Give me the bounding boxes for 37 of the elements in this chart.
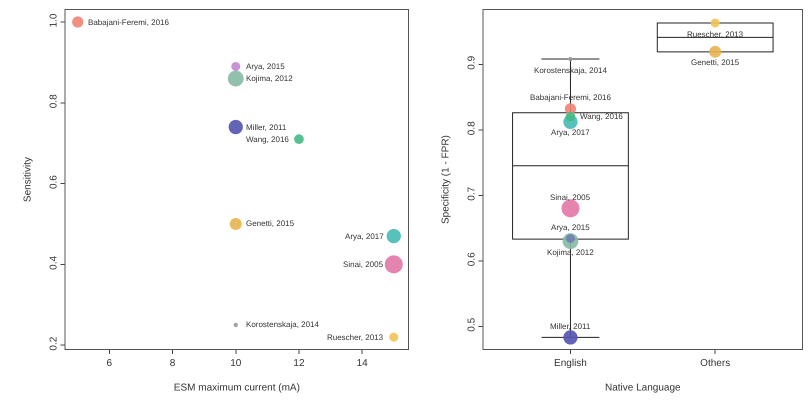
annotation: Babajani-Feremi, 2016: [88, 18, 170, 27]
annotation: Genetti, 2015: [691, 58, 740, 67]
y-tick-label: 0.6: [48, 174, 60, 190]
x-axis-title: ESM maximum current (mA): [174, 382, 300, 394]
annotation: Sinai, 2005: [550, 193, 591, 202]
y-tick-label: 0.7: [466, 186, 478, 201]
y-tick-label: 1.0: [48, 13, 60, 28]
x-tick-label: 10: [230, 358, 242, 370]
x-axis-title: Native Language: [605, 382, 682, 394]
y-tick-label: 0.8: [48, 94, 60, 108]
y-tick-label: 0.4: [48, 255, 60, 270]
annotation: Arya, 2017: [551, 128, 590, 137]
x-tick-label: English: [554, 358, 587, 370]
y-tick-label: 0.9: [466, 55, 478, 70]
annotation: Wang, 2016: [580, 112, 624, 121]
annotation: Genetti, 2015: [246, 219, 295, 228]
y-tick-label: 0.2: [48, 336, 60, 351]
y-axis-title: Sensitivity: [22, 157, 34, 202]
annotation: Ruescher, 2013: [687, 30, 744, 39]
y-tick-label: 0.5: [466, 317, 478, 332]
x-tick-label: 6: [106, 358, 113, 370]
annotation: Arya, 2015: [551, 223, 590, 232]
x-tick-label: 14: [356, 358, 368, 370]
annotation: Sinai, 2005: [343, 260, 384, 269]
annotation: Miller, 2011: [246, 123, 287, 132]
annotation: Korostenskaja, 2014: [246, 320, 320, 329]
x-tick-label: 12: [293, 358, 305, 370]
annotation: Ruescher, 2013: [327, 333, 384, 342]
x-tick-label: Others: [700, 358, 730, 370]
annotation: Kojima, 2012: [246, 74, 294, 83]
annotation: Arya, 2015: [246, 62, 286, 71]
y-axis-title: Specificity (1 - FPR): [440, 135, 452, 224]
x-tick-label: 8: [170, 358, 176, 370]
annotation: Wang, 2016: [246, 135, 290, 144]
annotation: Arya, 2017: [345, 232, 384, 241]
y-tick-label: 0.8: [466, 120, 478, 136]
y-tick-label: 0.6: [466, 252, 478, 266]
